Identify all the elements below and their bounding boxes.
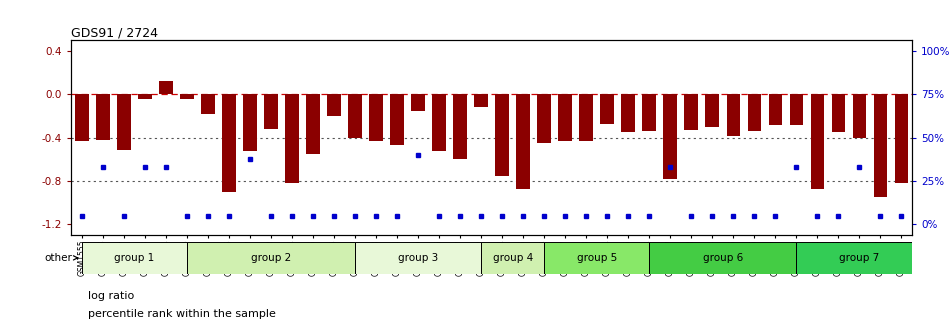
Bar: [285, 94, 299, 183]
Bar: [649, 242, 796, 274]
Bar: [355, 242, 481, 274]
Bar: [516, 94, 530, 188]
Bar: [796, 242, 922, 274]
Bar: [222, 94, 236, 192]
Bar: [474, 94, 488, 108]
Bar: [201, 94, 215, 114]
Bar: [96, 94, 109, 140]
Bar: [243, 94, 256, 151]
Text: group 2: group 2: [251, 253, 291, 263]
Bar: [138, 94, 152, 99]
Bar: [264, 94, 277, 129]
Bar: [895, 94, 908, 183]
Bar: [495, 94, 509, 176]
Bar: [642, 94, 656, 131]
Bar: [580, 94, 593, 141]
Bar: [663, 94, 677, 179]
Bar: [453, 94, 467, 159]
Text: group 6: group 6: [703, 253, 743, 263]
Text: log ratio: log ratio: [88, 291, 135, 301]
Bar: [187, 242, 355, 274]
Bar: [432, 94, 446, 151]
Bar: [481, 242, 544, 274]
Bar: [621, 94, 636, 132]
Bar: [411, 94, 425, 111]
Bar: [348, 94, 362, 138]
Bar: [831, 94, 846, 132]
Text: GDS91 / 2724: GDS91 / 2724: [71, 26, 159, 39]
Bar: [75, 94, 88, 141]
Bar: [538, 94, 551, 143]
Bar: [727, 94, 740, 136]
Text: other: other: [44, 253, 78, 263]
Bar: [706, 94, 719, 127]
Bar: [390, 94, 404, 145]
Text: percentile rank within the sample: percentile rank within the sample: [88, 309, 276, 319]
Bar: [748, 94, 761, 131]
Bar: [874, 94, 887, 197]
Bar: [600, 94, 614, 124]
Bar: [370, 94, 383, 141]
Bar: [306, 94, 320, 154]
Bar: [769, 94, 782, 125]
Bar: [180, 94, 194, 99]
Bar: [82, 242, 187, 274]
Text: group 4: group 4: [492, 253, 533, 263]
Text: group 7: group 7: [840, 253, 880, 263]
Bar: [117, 94, 131, 150]
Text: group 5: group 5: [577, 253, 617, 263]
Bar: [810, 94, 825, 188]
Bar: [684, 94, 698, 130]
Bar: [789, 94, 804, 125]
Bar: [327, 94, 341, 116]
Text: group 1: group 1: [114, 253, 155, 263]
Bar: [544, 242, 649, 274]
Bar: [159, 81, 173, 94]
Bar: [559, 94, 572, 141]
Text: group 3: group 3: [398, 253, 438, 263]
Bar: [852, 94, 866, 138]
